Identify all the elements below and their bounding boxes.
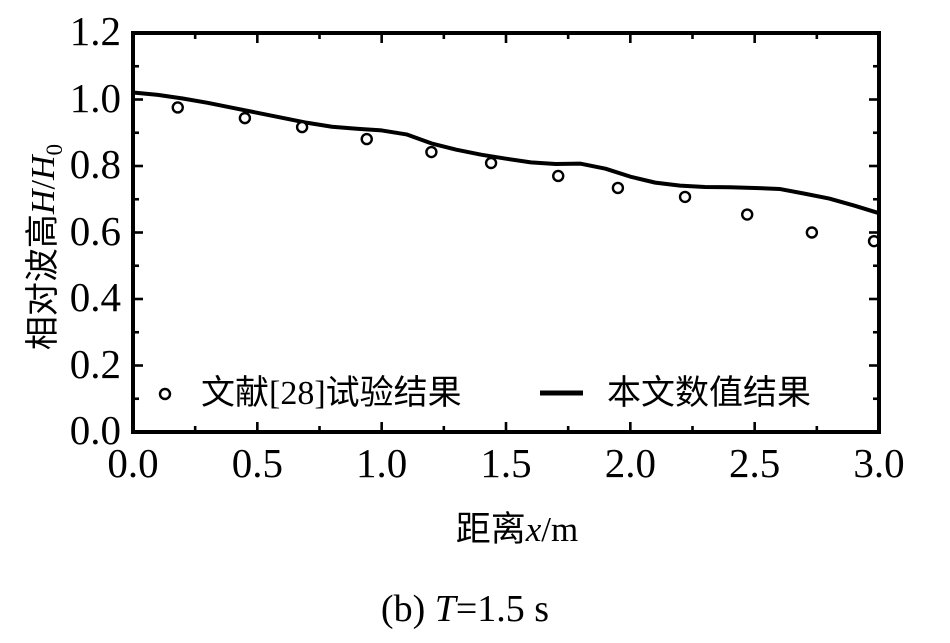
y-axis-title-cjk: 相对波高 <box>25 214 63 351</box>
subfigure-caption: (b) T=1.5 s <box>380 588 550 631</box>
caption-var: T <box>434 588 456 630</box>
y-axis-title-sep: / <box>25 180 63 190</box>
x-axis-title: 距离x/m <box>455 510 579 550</box>
legend-circle-marker-icon <box>158 387 172 401</box>
y-tick-label: 0.4 <box>69 273 121 320</box>
y-axis-title-subscript: 0 <box>41 143 68 156</box>
y-tick-label: 1.2 <box>69 7 121 54</box>
experiment-data-point <box>295 120 309 134</box>
x-tick-label: 2.5 <box>729 440 781 486</box>
y-tick-label: 1.0 <box>69 74 121 121</box>
y-tick-label: 0.2 <box>69 340 121 387</box>
experiment-data-point <box>484 156 498 170</box>
experiment-data-point <box>678 190 692 204</box>
x-tick-label: 3.0 <box>853 440 905 486</box>
x-axis-title-cjk: 距离 <box>455 510 526 549</box>
y-axis-title-var2: H <box>25 155 63 181</box>
experiment-data-point <box>805 226 819 239</box>
y-axis-title-var1: H <box>25 189 63 215</box>
experiment-data-point <box>741 208 754 221</box>
axes-frame <box>131 31 881 434</box>
x-tick-label: 2.0 <box>604 440 656 486</box>
experiment-data-point <box>611 181 625 195</box>
y-tick-label: 0.8 <box>69 140 121 187</box>
legend-label-experiment: 文献[28]试验结果 <box>201 375 462 412</box>
x-axis-title-unit: /m <box>541 510 579 549</box>
caption-prefix: (b) <box>380 588 435 630</box>
x-tick-label: 1.5 <box>480 440 532 486</box>
caption-rest: =1.5 s <box>455 588 550 630</box>
numerical-result-curve <box>131 90 881 216</box>
x-axis-title-var: x <box>525 510 542 549</box>
x-tick-label: 0.5 <box>231 440 283 486</box>
legend-label-numerical: 本文数值结果 <box>607 375 811 412</box>
y-tick-label: 0.0 <box>69 406 121 453</box>
x-tick-label: 0.0 <box>107 440 159 486</box>
y-axis-title: 相对波高H/H0 <box>25 143 68 351</box>
experiment-data-point <box>238 111 252 125</box>
y-tick-label: 0.6 <box>69 207 121 254</box>
experiment-data-point <box>552 169 565 183</box>
experiment-data-point <box>425 145 438 159</box>
experiment-data-point <box>171 101 184 114</box>
experiment-data-point <box>360 132 373 146</box>
x-tick-label: 1.0 <box>356 440 408 486</box>
